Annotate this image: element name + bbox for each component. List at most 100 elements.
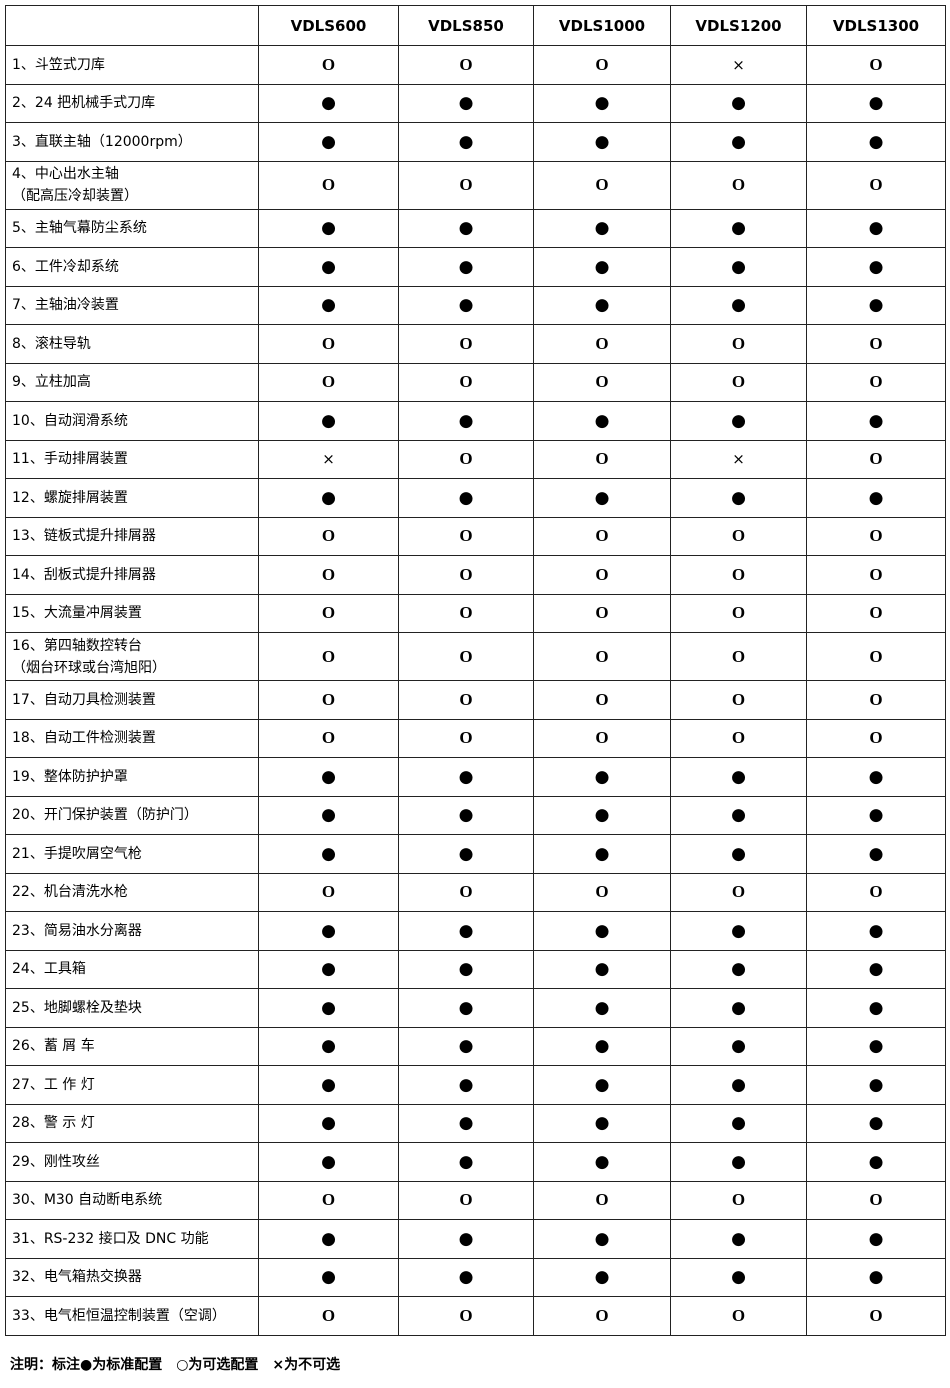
item-label: 28、警 示 灯 — [5, 1103, 259, 1143]
config-symbol: ● — [398, 1065, 534, 1105]
config-symbol: ● — [670, 1065, 807, 1105]
table-row: 8、滚柱导轨 O O O O O — [5, 324, 946, 364]
item-label: 22、机台清洗水枪 — [5, 872, 259, 912]
item-label: 33、电气柜恒温控制装置（空调） — [5, 1296, 259, 1336]
config-symbol: ● — [806, 83, 946, 123]
config-symbol: ● — [806, 911, 946, 951]
config-symbol: O — [398, 439, 534, 479]
table-row: 22、机台清洗水枪 O O O O O — [5, 872, 946, 912]
header-row: VDLS600 VDLS850 VDLS1000 VDLS1200 VDLS1300 — [5, 5, 946, 46]
table-row: 15、大流量冲屑装置 O O O O O — [5, 593, 946, 633]
config-symbol: O — [533, 680, 671, 720]
item-label: 11、手动排屑装置 — [5, 439, 259, 479]
config-symbol: O — [258, 516, 399, 556]
config-symbol: ● — [806, 247, 946, 287]
config-symbol: ● — [806, 208, 946, 248]
item-label: 14、刮板式提升排屑器 — [5, 555, 259, 595]
config-symbol: ● — [670, 208, 807, 248]
config-symbol: O — [258, 632, 399, 681]
table-row: 4、中心出水主轴 （配高压冷却装置） O O O O O — [5, 160, 946, 210]
config-symbol: ● — [533, 122, 671, 162]
config-symbol: O — [670, 324, 807, 364]
config-symbol: O — [806, 718, 946, 758]
config-symbol: ● — [258, 834, 399, 874]
config-symbol: O — [258, 1180, 399, 1220]
item-label: 6、工件冷却系统 — [5, 247, 259, 287]
config-symbol: O — [670, 160, 807, 210]
table-row: 18、自动工件检测装置 O O O O O — [5, 718, 946, 758]
config-symbol: O — [533, 872, 671, 912]
config-symbol: ● — [258, 949, 399, 989]
config-symbol: ● — [258, 1219, 399, 1259]
config-symbol: ● — [258, 1026, 399, 1066]
table-row: 7、主轴油冷装置 ● ● ● ● ● — [5, 285, 946, 325]
table-row: 11、手动排屑装置 × O O × O — [5, 439, 946, 479]
column-header: VDLS850 — [398, 5, 534, 46]
config-symbol: O — [806, 1296, 946, 1336]
config-symbol: ● — [533, 949, 671, 989]
config-symbol: O — [670, 593, 807, 633]
item-label: 30、M30 自动断电系统 — [5, 1180, 259, 1220]
config-symbol: ● — [806, 1103, 946, 1143]
table-row: 25、地脚螺栓及垫块 ● ● ● ● ● — [5, 988, 946, 1028]
config-symbol: ● — [670, 83, 807, 123]
config-symbol: O — [670, 362, 807, 402]
table-row: 3、直联主轴（12000rpm） ● ● ● ● ● — [5, 122, 946, 162]
config-symbol: ● — [533, 1065, 671, 1105]
config-symbol: ● — [533, 1142, 671, 1182]
config-symbol: ● — [806, 285, 946, 325]
config-symbol: O — [258, 45, 399, 85]
config-symbol: O — [398, 593, 534, 633]
config-symbol: ● — [398, 795, 534, 835]
config-symbol: O — [533, 439, 671, 479]
config-table: VDLS600 VDLS850 VDLS1000 VDLS1200 VDLS1300 1… — [5, 5, 946, 1336]
config-symbol: ● — [670, 478, 807, 518]
config-symbol: ● — [806, 1026, 946, 1066]
config-symbol: ● — [533, 1026, 671, 1066]
config-symbol: O — [670, 555, 807, 595]
table-row: 21、手提吹屑空气枪 ● ● ● ● ● — [5, 834, 946, 874]
config-symbol: ● — [670, 1026, 807, 1066]
table-row: 17、自动刀具检测装置 O O O O O — [5, 680, 946, 720]
config-symbol: ● — [533, 1103, 671, 1143]
item-label: 17、自动刀具检测装置 — [5, 680, 259, 720]
config-symbol: O — [258, 160, 399, 210]
config-symbol: ● — [398, 478, 534, 518]
item-label: 19、整体防护护罩 — [5, 757, 259, 797]
config-symbol: O — [533, 160, 671, 210]
config-symbol: O — [398, 324, 534, 364]
item-label: 26、蓄 屑 车 — [5, 1026, 259, 1066]
table-row: 27、工 作 灯 ● ● ● ● ● — [5, 1065, 946, 1105]
config-symbol: O — [258, 593, 399, 633]
config-symbol: ● — [533, 401, 671, 441]
config-symbol: O — [533, 324, 671, 364]
config-symbol: ● — [533, 795, 671, 835]
config-symbol: O — [670, 872, 807, 912]
table-row: 2、24 把机械手式刀库 ● ● ● ● ● — [5, 83, 946, 123]
config-symbol: ● — [398, 83, 534, 123]
table-row: 16、第四轴数控转台 （烟台环球或台湾旭阳） O O O O O — [5, 632, 946, 681]
table-row: 14、刮板式提升排屑器 O O O O O — [5, 555, 946, 595]
config-symbol: O — [258, 872, 399, 912]
config-symbol: ● — [806, 401, 946, 441]
item-label: 13、链板式提升排屑器 — [5, 516, 259, 556]
note: 注明：标注●为标准配置 ○为可选配置 ×为不可选 — [10, 1357, 341, 1373]
config-symbol: ● — [533, 1257, 671, 1297]
config-symbol: ● — [806, 1257, 946, 1297]
config-symbol: O — [670, 1180, 807, 1220]
item-label: 12、螺旋排屑装置 — [5, 478, 259, 518]
config-symbol: O — [806, 1180, 946, 1220]
config-symbol: O — [806, 45, 946, 85]
table-row: 31、RS-232 接口及 DNC 功能 ● ● ● ● ● — [5, 1219, 946, 1259]
config-symbol: ● — [398, 834, 534, 874]
config-symbol: ● — [806, 834, 946, 874]
table-body: 1、斗笠式刀库 O O O × O 2、24 把机械手式刀库 ● ● ● ● ● 3、直联主轴（1200… — [5, 45, 946, 1336]
table-row: 32、电气箱热交换器 ● ● ● ● ● — [5, 1257, 946, 1297]
table-row: 12、螺旋排屑装置 ● ● ● ● ● — [5, 478, 946, 518]
column-header: VDLS1200 — [670, 5, 807, 46]
item-label: 27、工 作 灯 — [5, 1065, 259, 1105]
config-symbol: ● — [398, 1026, 534, 1066]
config-symbol: ● — [258, 401, 399, 441]
config-symbol: O — [806, 516, 946, 556]
